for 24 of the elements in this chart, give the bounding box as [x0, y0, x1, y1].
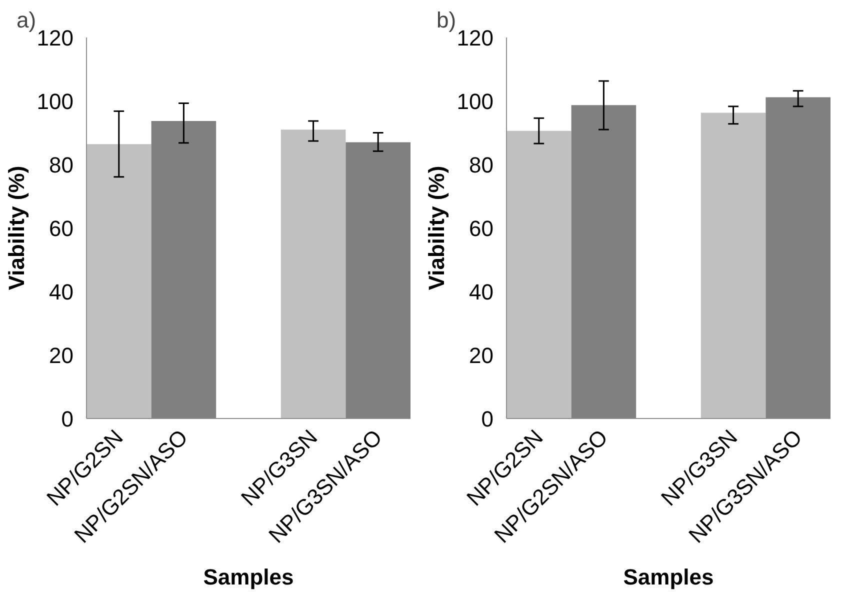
bar: [280, 130, 346, 418]
y-tick-label: 0: [61, 406, 74, 432]
y-axis-title: Viability (%): [4, 166, 29, 290]
text: b): [436, 8, 456, 32]
y-tick-label: 20: [469, 343, 494, 368]
y-tick-label: 100: [36, 89, 74, 114]
y-tick-label: 120: [36, 26, 74, 50]
y-tick-label: 100: [456, 89, 494, 114]
y-tick-label: 120: [456, 26, 494, 50]
bar: [506, 130, 572, 418]
text: a): [16, 8, 36, 32]
y-tick-label: 0: [481, 406, 494, 432]
y-tick-label: 20: [49, 343, 74, 368]
x-axis-title: Samples: [203, 564, 294, 590]
y-tick-label: 40: [49, 280, 74, 304]
y-tick-label: 80: [469, 152, 494, 178]
bar: [86, 144, 152, 418]
x-axis-title: Samples: [623, 564, 714, 590]
bar: [700, 112, 766, 418]
y-tick-label: 80: [49, 152, 74, 178]
y-tick-label: 40: [469, 280, 494, 304]
y-tick-label: 60: [469, 216, 494, 241]
y-axis-title: Viability (%): [424, 166, 449, 290]
y-tick-label: 60: [49, 216, 74, 241]
